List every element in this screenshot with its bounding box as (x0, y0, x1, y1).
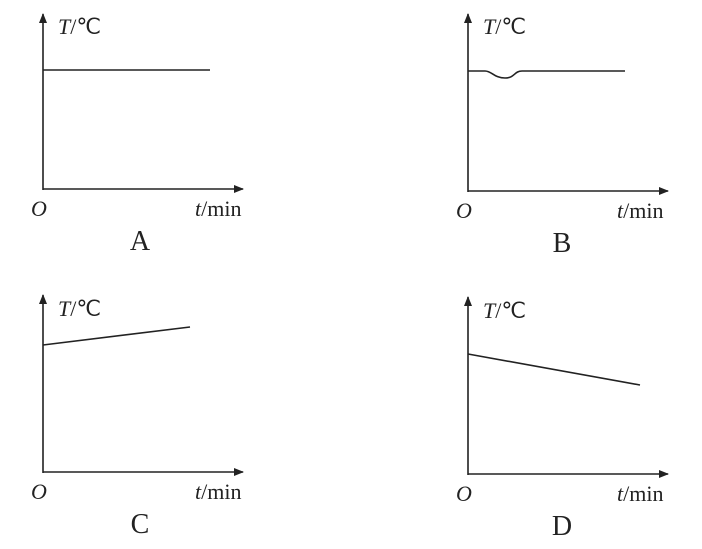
unit: /min (201, 196, 241, 221)
y-axis-label: T/℃ (58, 14, 101, 39)
caption: B (553, 228, 572, 259)
x-axis-label: t/min (195, 479, 241, 504)
panel-c: T/℃ O t/min C (31, 294, 244, 540)
unit: /℃ (70, 14, 101, 39)
symbol: t (195, 479, 202, 504)
panel-a: T/℃ O t/min A (31, 13, 244, 257)
origin-label: O (456, 481, 472, 506)
x-axis-label: t/min (195, 196, 241, 221)
y-axis-label: T/℃ (58, 296, 101, 321)
caption: A (130, 226, 151, 257)
symbol: t (617, 481, 624, 506)
x-axis-label: t/min (617, 481, 663, 506)
y-axis-label: T/℃ (483, 14, 526, 39)
panel-b: T/℃ O t/min B (456, 13, 669, 259)
caption: C (131, 509, 150, 540)
unit: /min (623, 481, 663, 506)
symbol: t (617, 198, 624, 223)
unit: /℃ (70, 296, 101, 321)
curve (468, 70, 625, 79)
unit: /min (201, 479, 241, 504)
x-axis-label: t/min (617, 198, 663, 223)
caption: D (552, 511, 572, 542)
symbol: T (483, 298, 497, 323)
symbol: T (483, 14, 497, 39)
symbol: T (58, 14, 72, 39)
y-axis-label: T/℃ (483, 298, 526, 323)
unit: /min (623, 198, 663, 223)
unit: /℃ (495, 298, 526, 323)
curve (42, 326, 191, 346)
symbol: t (195, 196, 202, 221)
origin-label: O (31, 479, 47, 504)
curve (467, 353, 641, 386)
origin-label: O (31, 196, 47, 221)
symbol: T (58, 296, 72, 321)
unit: /℃ (495, 14, 526, 39)
origin-label: O (456, 198, 472, 223)
panel-d: T/℃ O t/min D (456, 296, 669, 542)
